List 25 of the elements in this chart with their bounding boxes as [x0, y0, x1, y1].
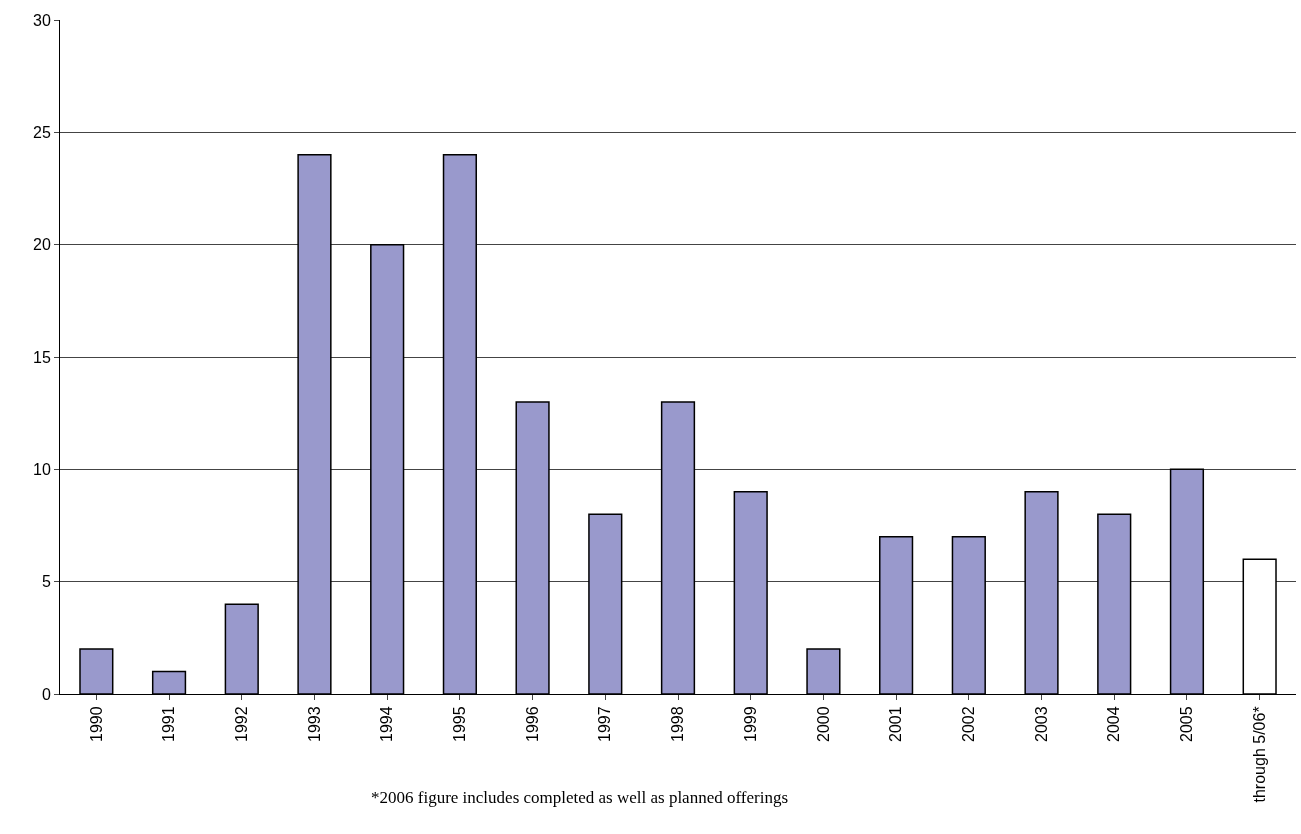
x-tick-label: 1996	[523, 706, 541, 742]
x-tick-label: 1991	[160, 706, 178, 742]
y-tick-label: 5	[41, 573, 51, 591]
x-tick-label: 1992	[232, 706, 250, 742]
y-tick-label: 0	[41, 685, 51, 703]
x-tick-label: 2002	[960, 706, 978, 742]
x-tick-label: 2001	[887, 706, 905, 742]
x-tick-label: through 5/06*	[1250, 706, 1268, 803]
y-tick-label: 15	[33, 348, 51, 366]
x-tick-label: 2003	[1032, 706, 1050, 742]
x-tick-label: 1998	[669, 706, 687, 742]
x-tick-label: 1990	[87, 706, 105, 742]
x-tick-label: 1995	[451, 706, 469, 742]
x-tick-label: 1999	[741, 706, 759, 742]
x-tick-label: 1997	[596, 706, 614, 742]
x-tick-label: 1993	[305, 706, 323, 742]
y-tick-label: 30	[33, 11, 51, 29]
y-tick-label: 25	[33, 123, 51, 141]
x-tick-label: 2000	[814, 706, 832, 742]
x-tick-label: 2005	[1178, 706, 1196, 742]
text: *2006 figure includes completed as well as planned offerings	[371, 788, 789, 807]
x-tick-label: 1994	[378, 706, 396, 742]
y-tick-label: 20	[33, 236, 51, 254]
x-tick-label: 2004	[1105, 706, 1123, 742]
y-tick-label: 10	[33, 460, 51, 478]
